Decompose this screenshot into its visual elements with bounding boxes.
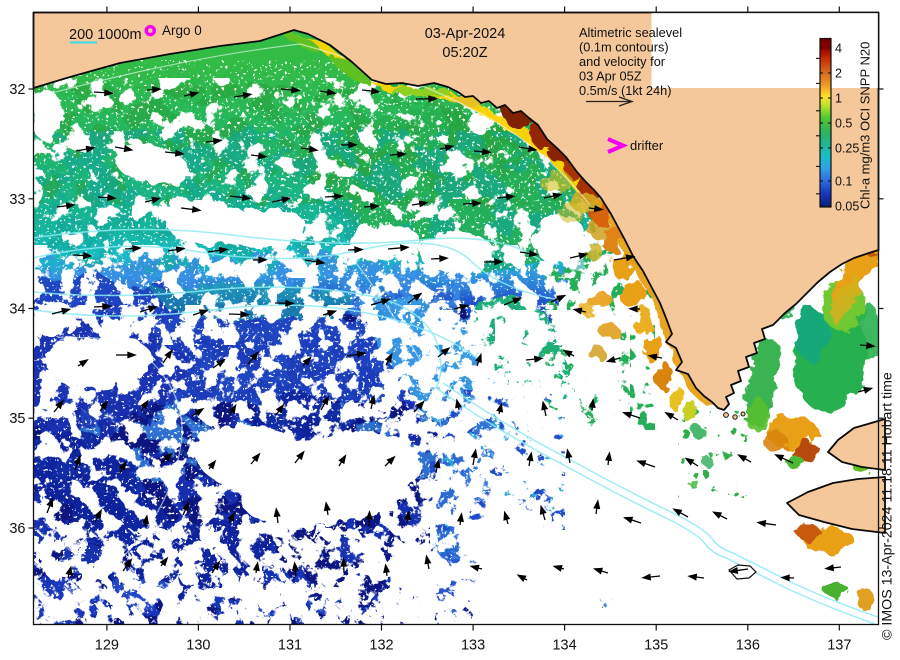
svg-text:4: 4 [835, 42, 842, 56]
svg-text:135: 135 [644, 638, 668, 654]
svg-text:36: 36 [9, 521, 25, 537]
svg-text:134: 134 [552, 638, 576, 654]
svg-text:0.25: 0.25 [835, 141, 859, 155]
svg-text:03-Apr-2024: 03-Apr-2024 [425, 26, 506, 42]
svg-text:0.5m/s (1kt 24h): 0.5m/s (1kt 24h) [579, 83, 671, 98]
svg-text:0.5: 0.5 [835, 117, 852, 131]
svg-text:Altimetric sealevel: Altimetric sealevel [579, 25, 682, 40]
svg-text:1: 1 [835, 92, 842, 106]
svg-text:05:20Z: 05:20Z [442, 45, 487, 61]
svg-text:35: 35 [9, 411, 25, 427]
svg-text:33: 33 [9, 192, 25, 208]
svg-text:32: 32 [9, 82, 25, 98]
svg-text:Chl-a mg/m3 OCI SNPP N20: Chl-a mg/m3 OCI SNPP N20 [858, 42, 873, 209]
svg-text:200 1000m: 200 1000m [69, 27, 142, 43]
svg-text:136: 136 [736, 638, 760, 654]
svg-text:132: 132 [369, 638, 393, 654]
svg-text:0.05: 0.05 [835, 200, 859, 214]
svg-text:03 Apr 05Z: 03 Apr 05Z [579, 69, 642, 84]
svg-text:drifter: drifter [630, 138, 664, 153]
svg-text:129: 129 [95, 638, 119, 654]
svg-text:131: 131 [278, 638, 302, 654]
svg-text:© IMOS 13-Apr-2024 11:18:11 Ho: © IMOS 13-Apr-2024 11:18:11 Hobart time [880, 372, 896, 640]
svg-text:137: 137 [827, 638, 851, 654]
svg-text:0.1: 0.1 [835, 175, 852, 189]
svg-text:2: 2 [835, 67, 842, 81]
svg-text:34: 34 [9, 302, 25, 318]
svg-text:(0.1m contours): (0.1m contours) [579, 40, 669, 55]
svg-text:133: 133 [461, 638, 485, 654]
svg-text:and velocity for: and velocity for [579, 54, 666, 69]
svg-text:130: 130 [186, 638, 210, 654]
svg-text:Argo 0: Argo 0 [162, 23, 202, 38]
